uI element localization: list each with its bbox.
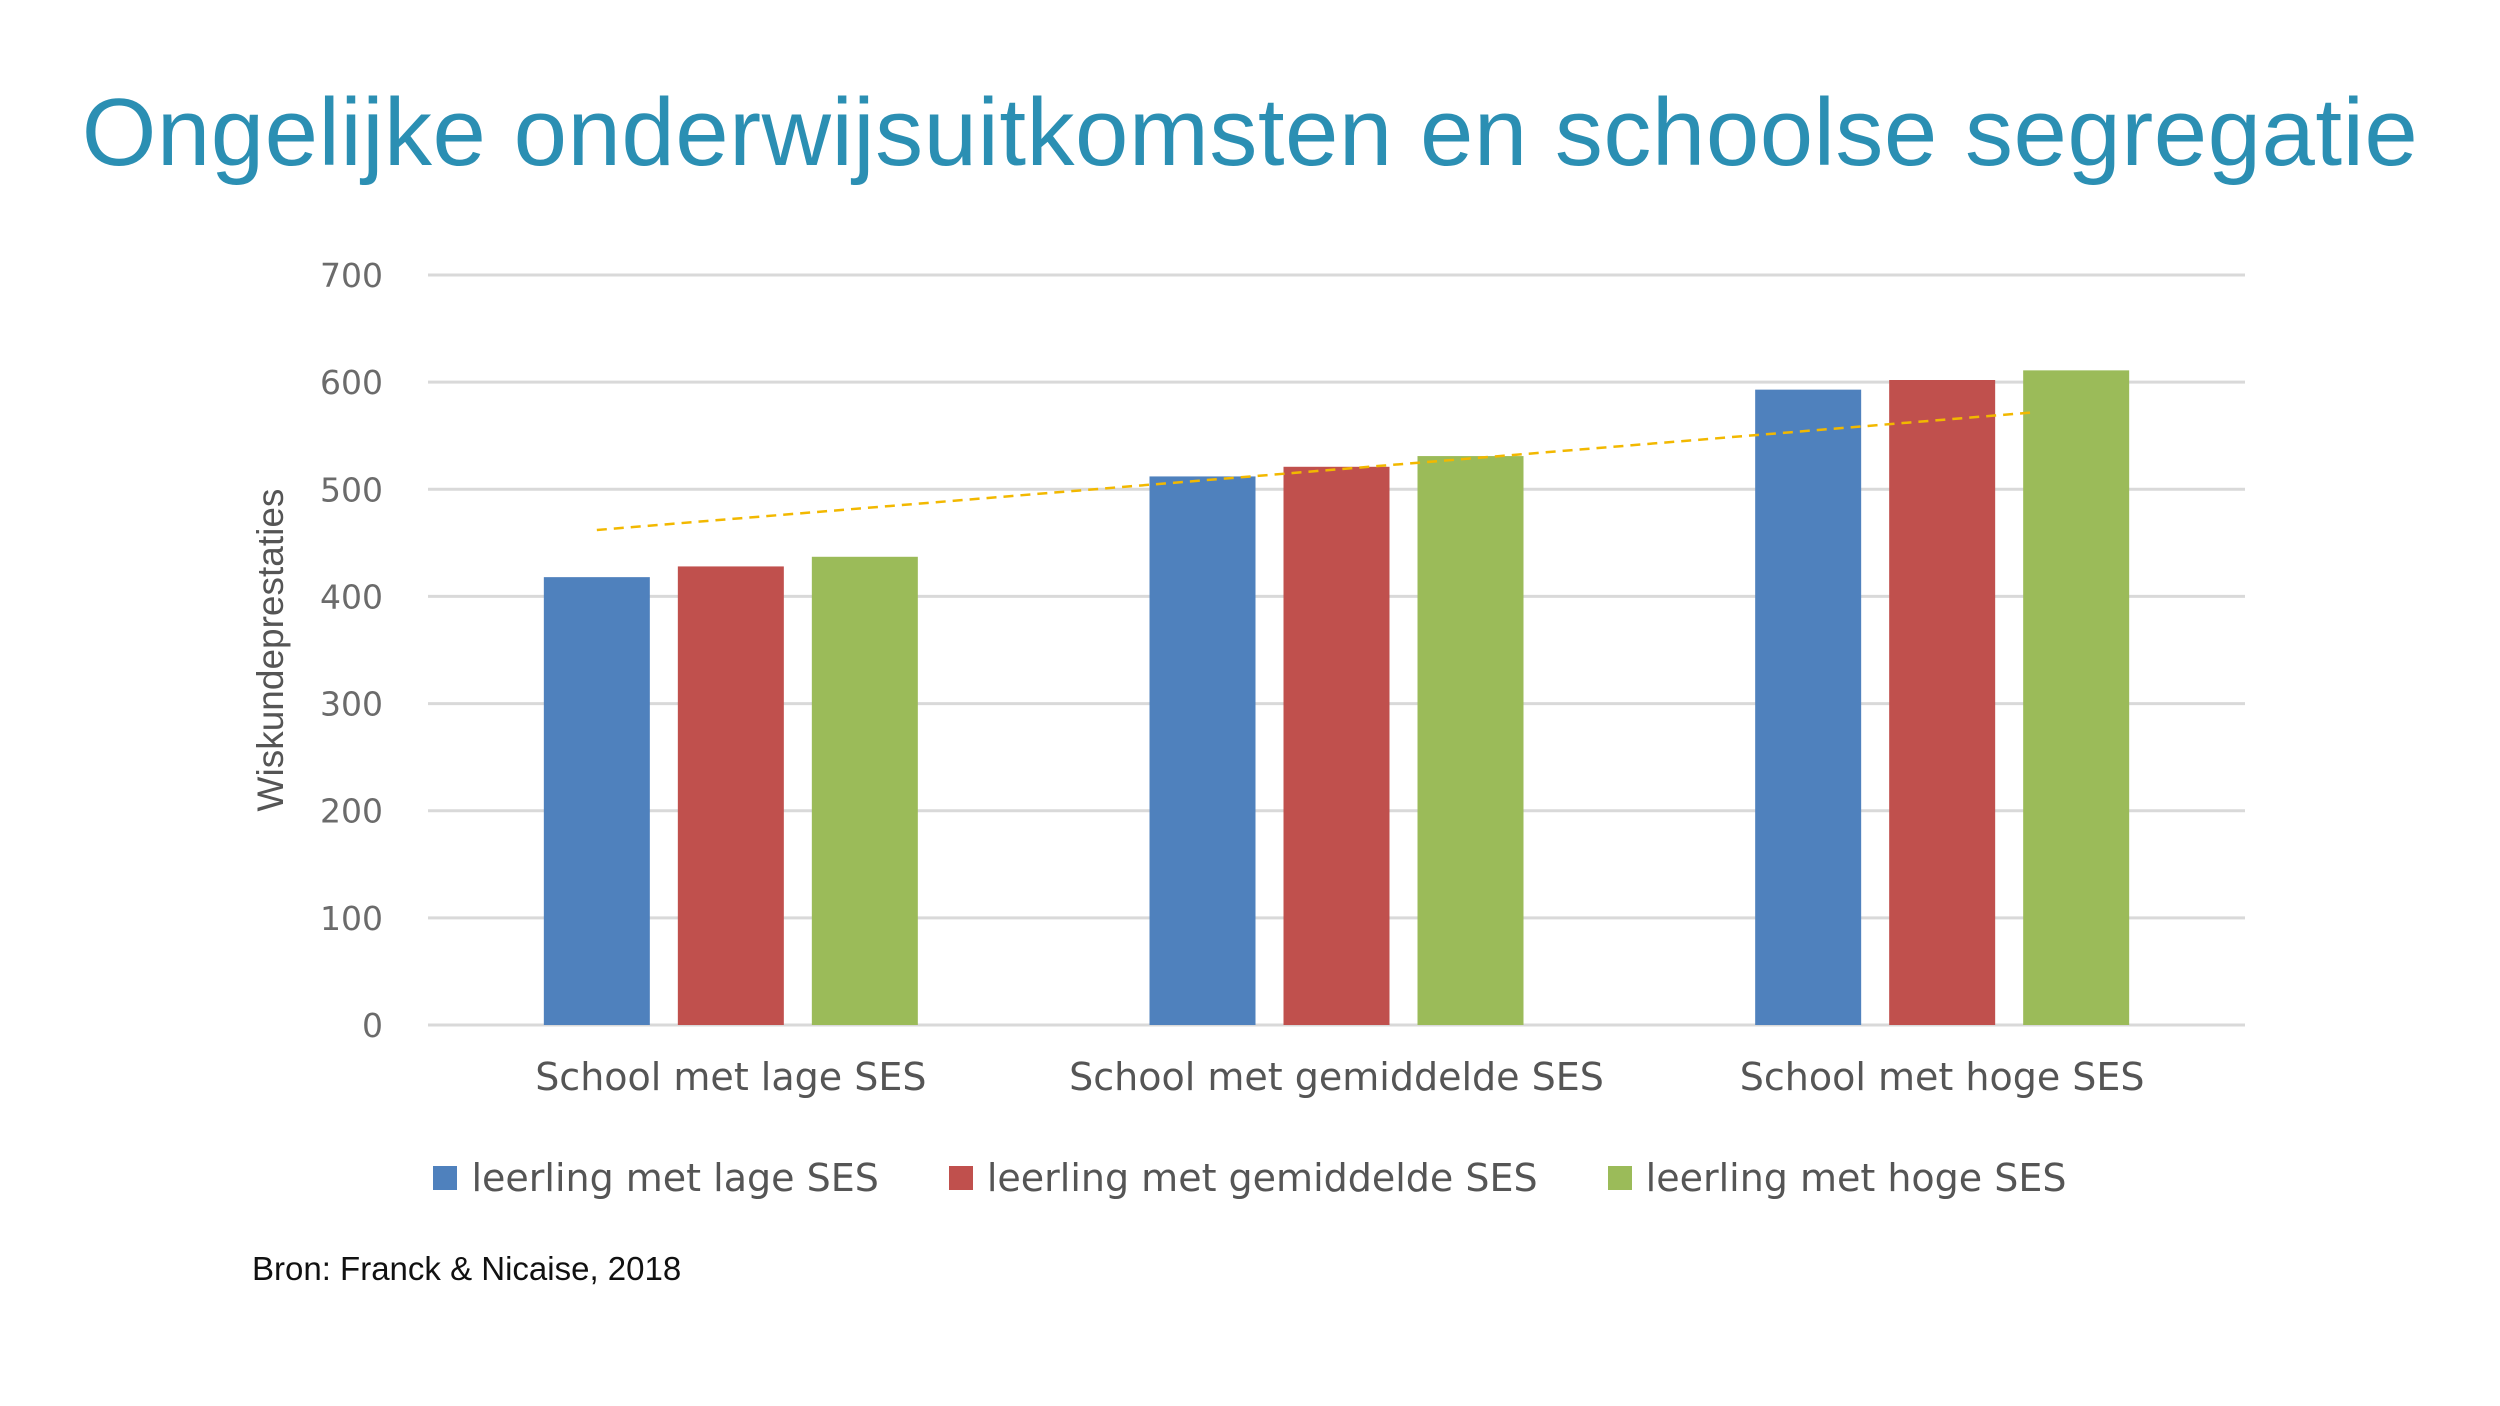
legend-swatch bbox=[948, 1166, 973, 1190]
bars bbox=[543, 370, 2130, 1026]
bar bbox=[1283, 466, 1390, 1025]
legend-swatch bbox=[1607, 1166, 1632, 1190]
bar bbox=[1755, 389, 1862, 1026]
y-tick-label: 100 bbox=[320, 899, 383, 938]
legend-label: leerling met gemiddelde SES bbox=[986, 1156, 1538, 1200]
y-tick-label: 200 bbox=[320, 792, 383, 831]
bar bbox=[811, 556, 918, 1025]
trendline bbox=[596, 410, 2037, 532]
slide-title: Ongelijke onderwijsuitkomsten en schools… bbox=[81, 79, 2419, 186]
legend-item: leerling met gemiddelde SES bbox=[948, 1156, 1538, 1200]
bar bbox=[543, 577, 650, 1025]
y-tick-label: 0 bbox=[362, 1006, 383, 1045]
bar bbox=[1417, 456, 1524, 1026]
x-category-label: School met gemiddelde SES bbox=[1069, 1055, 1604, 1099]
y-tick-label: 400 bbox=[320, 577, 383, 616]
y-tick-label: 500 bbox=[320, 470, 383, 509]
bar bbox=[677, 566, 784, 1025]
x-category-label: School met lage SES bbox=[535, 1055, 926, 1099]
y-axis-label: Wiskundeprestaties bbox=[250, 489, 291, 812]
x-category-label: School met hoge SES bbox=[1740, 1055, 2145, 1099]
bar bbox=[1149, 476, 1256, 1025]
y-tick-label: 600 bbox=[320, 363, 383, 402]
y-tick-label: 700 bbox=[320, 256, 383, 295]
legend-label: leerling met hoge SES bbox=[1645, 1156, 2067, 1200]
axis-labels: 0 100 200 300 400 500 600 700 Wiskundeprestaties… bbox=[250, 256, 2145, 1099]
legend-label: leerling met lage SES bbox=[471, 1156, 879, 1200]
y-tick-label: 300 bbox=[320, 685, 383, 724]
legend-swatch bbox=[433, 1166, 458, 1190]
trend-line bbox=[596, 410, 2037, 532]
legend-item: leerling met lage SES bbox=[433, 1156, 879, 1200]
source-citation: Bron: Franck & Nicaise, 2018 bbox=[252, 1250, 682, 1287]
bar bbox=[1889, 380, 1996, 1025]
legend: leerling met lage SES leerling met gemid… bbox=[0, 1148, 2500, 1208]
bar bbox=[2023, 370, 2130, 1025]
legend-item: leerling met hoge SES bbox=[1607, 1156, 2067, 1200]
